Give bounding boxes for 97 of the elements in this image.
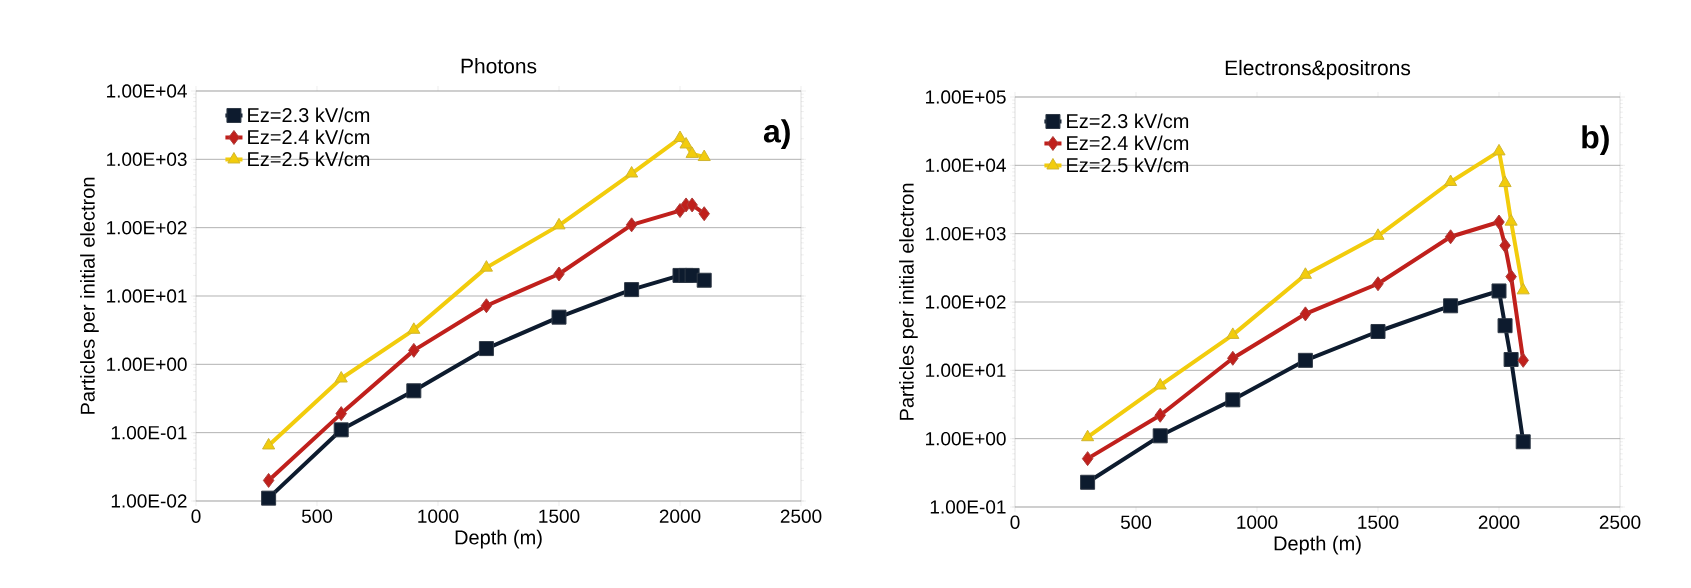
point	[1225, 392, 1241, 408]
x-tick-label: 2500	[1599, 515, 1641, 529]
point	[1154, 407, 1166, 423]
annotation: a)	[763, 119, 790, 149]
point	[333, 422, 349, 438]
x-tick-label: 1500	[1358, 515, 1399, 529]
y-tick-label: 1.00E+03	[926, 226, 1006, 241]
y-tick-label: 1.00E+00	[107, 357, 187, 372]
x-tick-label: 0	[191, 509, 201, 523]
y-tick-label: 1.00E+01	[107, 289, 187, 303]
point	[1370, 324, 1386, 339]
chart-title: Electrons&positrons	[1225, 59, 1411, 80]
point	[1081, 451, 1094, 467]
point	[1503, 352, 1519, 367]
point	[407, 322, 421, 334]
point	[262, 437, 276, 450]
point	[684, 267, 700, 283]
point	[673, 130, 687, 143]
x-tick-label: 0	[1010, 515, 1020, 529]
legend-label: Ez=2.3 kV/cm	[248, 107, 370, 123]
point	[674, 203, 686, 219]
point	[1227, 350, 1239, 366]
point	[1516, 282, 1530, 295]
point	[1492, 143, 1506, 156]
x-axis-title: Depth (m)	[455, 529, 542, 549]
y-tick-label: 1.00E+05	[926, 90, 1006, 104]
point	[1299, 306, 1312, 322]
point	[1297, 352, 1313, 368]
point	[1372, 276, 1384, 292]
point	[335, 406, 347, 422]
point	[1443, 298, 1459, 314]
point	[698, 206, 710, 222]
point	[1493, 214, 1505, 230]
point	[480, 298, 493, 314]
y-tick-label: 1.00E+02	[107, 220, 187, 235]
point	[334, 371, 348, 383]
point	[552, 217, 566, 230]
point	[406, 383, 422, 399]
y-tick-label: 1.00E-01	[111, 425, 187, 440]
chart-title: Photons	[461, 58, 537, 74]
x-tick-label: 500	[301, 509, 333, 523]
point	[1517, 352, 1529, 368]
legend-label: Ez=2.3 kV/cm	[1067, 113, 1189, 129]
x-tick-label: 2500	[780, 509, 822, 523]
point	[479, 260, 493, 272]
point	[1081, 429, 1095, 442]
y-tick-label: 1.00E+00	[926, 431, 1006, 446]
annotation: b)	[1582, 125, 1609, 155]
y-tick-label: 1.00E+01	[926, 363, 1006, 378]
y-tick-label: 1.00E+02	[926, 295, 1006, 309]
x-tick-label: 1000	[1237, 515, 1278, 529]
point	[1515, 434, 1531, 450]
point	[553, 266, 565, 282]
x-tick-label: 1500	[539, 509, 580, 523]
point	[624, 282, 640, 298]
point	[679, 136, 693, 149]
point	[1153, 377, 1167, 390]
point	[697, 149, 711, 162]
legend-label: Ez=2.5 kV/cm	[248, 151, 370, 167]
point	[696, 272, 712, 288]
point	[1499, 238, 1511, 254]
y-tick-label: 1.00E-01	[930, 500, 1006, 514]
x-tick-label: 2000	[659, 509, 701, 523]
y-tick-label: 1.00E+04	[107, 84, 187, 98]
x-tick-label: 1000	[418, 509, 459, 523]
point	[625, 166, 639, 178]
y-tick-label: 1.00E+04	[926, 158, 1006, 173]
point	[1298, 267, 1312, 279]
x-tick-label: 2000	[1478, 515, 1520, 529]
point	[1444, 174, 1458, 187]
point	[685, 146, 699, 158]
point	[261, 490, 277, 506]
point	[686, 197, 698, 213]
point	[1444, 229, 1457, 245]
point	[262, 472, 275, 488]
legend-label: Ez=2.4 kV/cm	[1067, 135, 1189, 151]
point	[1491, 283, 1507, 299]
legend-label: Ez=2.5 kV/cm	[1067, 157, 1189, 173]
point	[1152, 428, 1168, 444]
y-axis-title: Particles per initial electron	[899, 183, 918, 420]
point	[408, 342, 420, 358]
point	[1080, 474, 1096, 490]
legend-label: Ez=2.4 kV/cm	[248, 129, 370, 145]
point	[1371, 228, 1385, 240]
y-axis-title: Particles per initial electron	[80, 177, 99, 414]
y-tick-label: 1.00E+03	[107, 152, 187, 167]
point	[551, 309, 567, 325]
point	[1226, 327, 1240, 339]
x-axis-title: Depth (m)	[1274, 535, 1361, 555]
y-tick-label: 1.00E-02	[111, 494, 187, 508]
point	[1504, 214, 1518, 226]
point	[1505, 269, 1517, 285]
point	[1498, 175, 1512, 188]
point	[1497, 318, 1513, 334]
point	[625, 217, 638, 233]
point	[478, 341, 494, 357]
x-tick-label: 500	[1120, 515, 1152, 529]
